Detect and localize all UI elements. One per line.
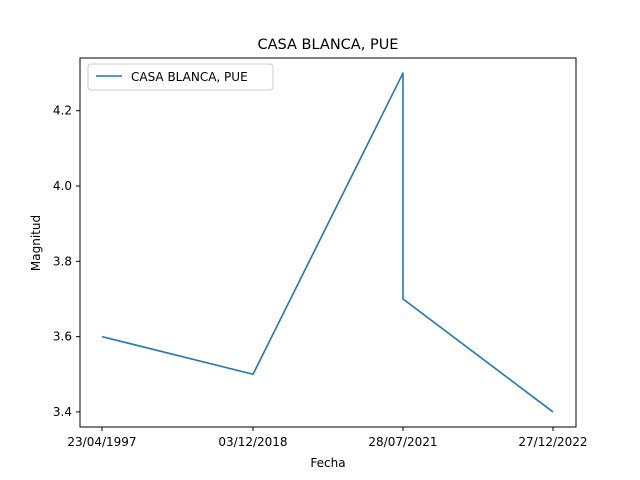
series-line bbox=[101, 72, 554, 413]
y-tick-label: 4.0 bbox=[53, 179, 72, 193]
x-axis-label: Fecha bbox=[310, 456, 345, 470]
legend-entry: CASA BLANCA, PUE bbox=[131, 70, 248, 84]
x-axis-ticks: 23/04/1997 03/12/2018 28/07/2021 27/12/2022 bbox=[67, 427, 588, 449]
y-axis-ticks: 3.4 3.6 3.8 4.0 4.2 bbox=[53, 104, 80, 419]
axes-frame bbox=[79, 57, 577, 428]
legend-box bbox=[87, 63, 274, 91]
x-tick-label: 28/07/2021 bbox=[368, 435, 437, 449]
plot-area: 3.4 3.6 3.8 4.0 4.2 23/04/1997 03/12/2018 28/0… bbox=[53, 57, 588, 449]
y-tick-label: 3.8 bbox=[53, 254, 72, 268]
x-tick-label: 27/12/2022 bbox=[518, 435, 587, 449]
x-tick-label: 23/04/1997 bbox=[67, 435, 136, 449]
legend: CASA BLANCA, PUE bbox=[87, 63, 274, 91]
y-tick-label: 3.6 bbox=[53, 330, 72, 344]
chart-title: CASA BLANCA, PUE bbox=[258, 37, 399, 53]
y-tick-label: 4.2 bbox=[53, 104, 72, 118]
x-tick-label: 03/12/2018 bbox=[218, 435, 287, 449]
series-layer bbox=[101, 72, 554, 413]
y-tick-label: 3.4 bbox=[53, 405, 72, 419]
y-axis-label: Magnitud bbox=[29, 215, 43, 271]
